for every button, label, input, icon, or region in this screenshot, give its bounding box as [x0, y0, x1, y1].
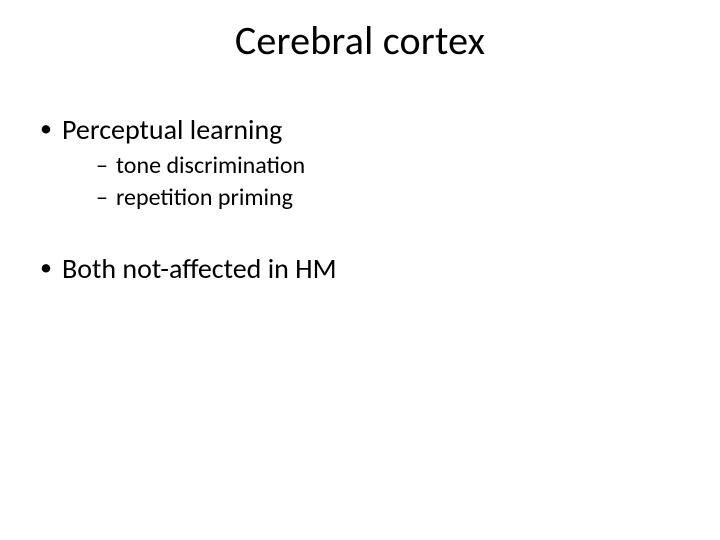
sub-bullet-list: tone discrimination repetition priming: [62, 151, 684, 213]
slide: Cerebral cortex Perceptual learning tone…: [0, 0, 720, 540]
sub-bullet-text: tone discrimination: [116, 151, 305, 180]
bullet-item: Perceptual learning tone discrimination …: [36, 112, 684, 213]
bullet-text: Both not-affected in HM: [62, 251, 337, 286]
bullet-list: Both not-affected in HM: [36, 251, 684, 286]
spacer: [36, 219, 684, 251]
sub-bullet-item: tone discrimination: [96, 151, 684, 181]
slide-body: Perceptual learning tone discrimination …: [36, 112, 684, 292]
bullet-item: Both not-affected in HM: [36, 251, 684, 286]
bullet-list: Perceptual learning tone discrimination …: [36, 112, 684, 213]
sub-bullet-text: repetition priming: [116, 183, 293, 212]
slide-title: Cerebral cortex: [0, 16, 720, 65]
sub-bullet-item: repetition priming: [96, 183, 684, 213]
bullet-text: Perceptual learning: [62, 112, 282, 147]
